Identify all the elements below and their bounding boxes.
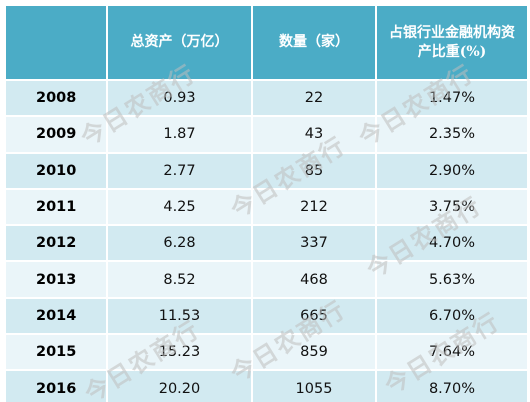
header-total-assets: 总资产（万亿） (106, 6, 252, 80)
year-cell: 2010 (36, 162, 77, 179)
share-cell: 3.75% (375, 188, 527, 226)
year-cell: 2011 (36, 199, 77, 216)
table-row: 2010 2.77 85 2.90% (6, 152, 527, 189)
year-cell: 2015 (36, 344, 77, 361)
count-cell: 337 (251, 225, 376, 262)
table-row: 2008 0.93 22 1.47% (6, 80, 527, 117)
rural-bank-assets-table: 总资产（万亿） 数量（家） 占银行业金融机构资产比重(%) 2008 0.93 … (6, 6, 527, 402)
total-assets-cell: 1.87 (106, 116, 252, 153)
count-cell: 22 (251, 80, 376, 117)
table-row: 2012 6.28 337 4.70% (6, 225, 527, 262)
total-assets-cell: 4.25 (106, 188, 252, 226)
total-assets-cell: 6.28 (106, 225, 252, 262)
table-row: 2011 4.25 212 3.75% (6, 188, 527, 226)
year-cell: 2008 (36, 90, 77, 107)
share-cell: 5.63% (375, 261, 527, 298)
share-cell: 1.47% (375, 80, 527, 117)
count-cell: 665 (251, 297, 376, 335)
total-assets-cell: 8.52 (106, 261, 252, 298)
count-cell: 85 (251, 152, 376, 189)
total-assets-cell: 0.93 (106, 80, 252, 117)
share-cell: 2.90% (375, 152, 527, 189)
header-row: 总资产（万亿） 数量（家） 占银行业金融机构资产比重(%) (6, 6, 527, 80)
table-row: 2015 15.23 859 7.64% (6, 334, 527, 371)
table-row: 2009 1.87 43 2.35% (6, 116, 527, 153)
share-cell: 4.70% (375, 225, 527, 262)
count-cell: 859 (251, 334, 376, 371)
year-cell: 2009 (36, 126, 77, 143)
share-cell: 7.64% (375, 334, 527, 371)
table-row: 2014 11.53 665 6.70% (6, 297, 527, 335)
total-assets-cell: 11.53 (106, 297, 252, 335)
year-cell: 2016 (36, 381, 77, 398)
total-assets-cell: 2.77 (106, 152, 252, 189)
share-cell: 6.70% (375, 297, 527, 335)
count-cell: 212 (251, 188, 376, 226)
header-year (6, 6, 107, 80)
year-cell: 2012 (36, 235, 77, 252)
total-assets-cell: 20.20 (106, 370, 252, 402)
share-cell: 8.70% (375, 370, 527, 402)
count-cell: 43 (251, 116, 376, 153)
count-cell: 468 (251, 261, 376, 298)
total-assets-cell: 15.23 (106, 334, 252, 371)
table-row: 2013 8.52 468 5.63% (6, 261, 527, 298)
table-row: 2016 20.20 1055 8.70% (6, 370, 527, 402)
share-cell: 2.35% (375, 116, 527, 153)
header-count: 数量（家） (251, 6, 376, 80)
header-share: 占银行业金融机构资产比重(%) (375, 6, 527, 80)
year-cell: 2014 (36, 307, 77, 324)
year-cell: 2013 (36, 271, 77, 288)
count-cell: 1055 (251, 370, 376, 402)
